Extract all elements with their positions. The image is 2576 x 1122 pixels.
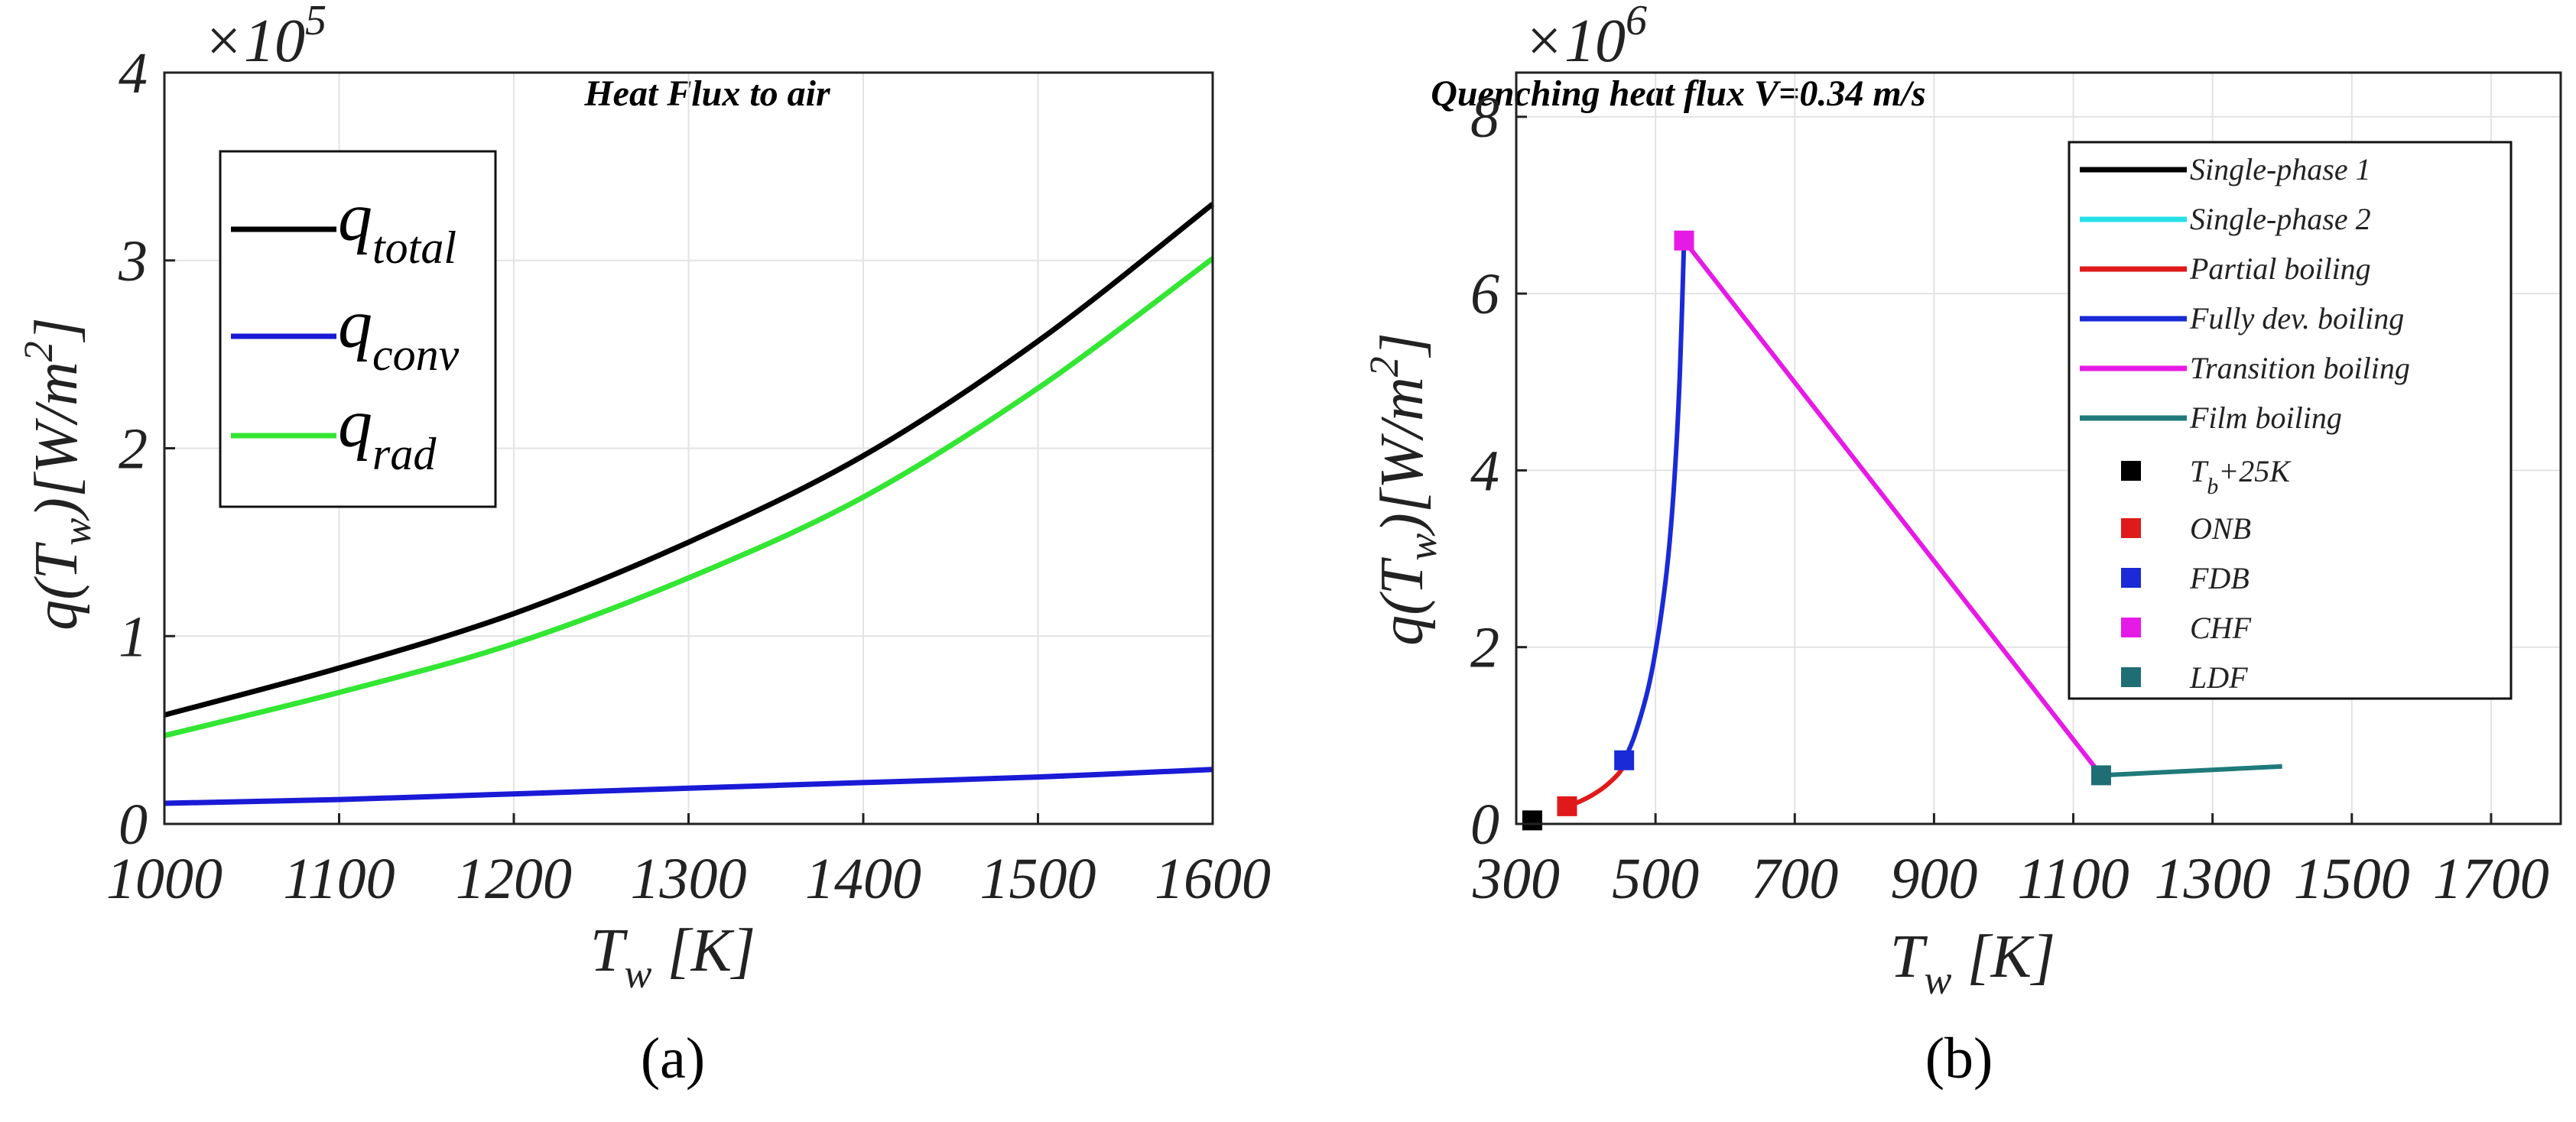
chart-b-legend-marker — [2121, 618, 2141, 637]
chart-b-frame — [1515, 71, 2562, 825]
chart-b-ytick-label: 0 — [1470, 793, 1499, 857]
chart-a-legend-base: q — [338, 386, 372, 462]
chart-b-series-fully-dev-boiling — [1622, 240, 1687, 761]
chart-b-multiplier: ×106 — [1523, 0, 1647, 75]
chart-b-legend-transition-boiling: Transition boiling — [2190, 351, 2410, 385]
chart-b-ytick-label: 8 — [1470, 86, 1499, 150]
chart-a-legend-sub: total — [372, 222, 456, 273]
chart-b-series-film-boiling — [2100, 764, 2282, 778]
chart-a-xtick-label: 1400 — [805, 847, 921, 911]
chart-b-ylabel: q(Tw)[W/m2] — [1361, 332, 1445, 646]
chart-b-legend-t-b-25k: Tb+25K — [2190, 454, 2292, 499]
chart-b-xtick-label: 500 — [1612, 847, 1699, 911]
chart-a-xtick-label: 1600 — [1155, 847, 1271, 911]
chart-b-legend-marker-tail: +25K — [2218, 454, 2292, 488]
chart-b-series-transition-boiling — [1682, 238, 2103, 777]
chart-b-xtick-label: 700 — [1751, 847, 1838, 911]
chart-a-legend-total: qtotal — [338, 180, 456, 273]
chart-b-legend: Single-phase 1 Single-phase 2 Partial boil… — [2068, 141, 2513, 700]
chart-a-legend-conv: qconv — [338, 287, 460, 380]
chart-b-xlabel: Tw [K] — [1890, 923, 2055, 1003]
chart-b-xtick-label: 1700 — [2433, 847, 2549, 911]
chart-b-legend-single-phase-2: Single-phase 2 — [2190, 202, 2371, 236]
chart-b-marker-onb — [1557, 796, 1577, 816]
chart-a-ytick-label: 1 — [119, 605, 148, 669]
chart-b-legend-marker — [2121, 667, 2141, 687]
chart-b-xtick-label: 1500 — [2294, 847, 2410, 911]
chart-a-xtick-label: 1300 — [631, 847, 747, 911]
chart-a-xtick-label: 1100 — [283, 847, 395, 911]
chart-b-xtick-label: 900 — [1890, 847, 1977, 911]
chart-a-ticks: 1000 1100 1200 1300 1400 1500 1600 0 1 2 3 4 — [106, 41, 1271, 911]
panel-a-label: (a) — [641, 1026, 705, 1091]
chart-b-xtick-label: 300 — [1472, 847, 1560, 911]
chart-b-legend-marker-sub: b — [2207, 474, 2218, 499]
chart-a-xtick-label: 1000 — [106, 847, 223, 911]
chart-a-legend-base: q — [338, 287, 372, 362]
chart-b-ytick-label: 2 — [1470, 616, 1499, 680]
chart-a-legend-sub: rad — [372, 429, 437, 479]
chart-b-ticks: 300 500 700 900 1100 1300 1500 1700 0 2 4 6 8 — [1470, 86, 2549, 911]
chart-b-legend-fully-dev-boiling: Fully dev. boiling — [2189, 301, 2404, 336]
panel-b: Quenching heat flux V=0.34 m/s ×106 q(Tw… — [1361, 0, 2562, 1003]
chart-a-xlabel: Tw [K] — [590, 917, 755, 997]
chart-b-legend-partial-boiling: Partial boiling — [2189, 251, 2371, 286]
chart-b-legend-fdb: FDB — [2189, 561, 2250, 595]
chart-a-series — [164, 202, 1215, 806]
chart-b-marker-chf — [1674, 230, 1694, 251]
chart-a-legend-sub: conv — [372, 329, 460, 380]
chart-b-legend-ldf: LDF — [2189, 660, 2248, 695]
chart-b-xtick-label: 1300 — [2155, 847, 2271, 911]
chart-a-ytick-label: 4 — [119, 41, 148, 105]
chart-b-legend-marker — [2121, 461, 2141, 481]
chart-a-series-q-total — [164, 202, 1215, 718]
chart-a-ytick-label: 3 — [118, 229, 148, 293]
chart-b-legend-film-boiling: Film boiling — [2189, 400, 2342, 435]
chart-b-legend-marker — [2121, 518, 2141, 538]
chart-a-legend-base: q — [338, 180, 372, 255]
chart-b-xtick-label: 1100 — [2017, 847, 2129, 911]
chart-b-series — [1522, 230, 2282, 831]
chart-b-ytick-label: 4 — [1470, 439, 1499, 503]
chart-a-ylabel: q(Tw)[W/m2] — [15, 317, 99, 631]
chart-b-legend-marker-base: T — [2190, 454, 2209, 488]
chart-b-marker-fdb — [1614, 750, 1635, 770]
chart-a-multiplier: ×105 — [203, 0, 326, 75]
chart-b-marker-t-b-25k — [1522, 810, 1542, 831]
panel-b-label: (b) — [1925, 1026, 1993, 1091]
chart-a-xtick-label: 1500 — [980, 847, 1096, 911]
chart-b-legend-single-phase-1: Single-phase 1 — [2190, 152, 2371, 186]
chart-a-xtick-label: 1200 — [456, 847, 572, 911]
chart-a-series-q-rad — [164, 256, 1215, 738]
chart-b-legend-onb: ONB — [2190, 511, 2251, 546]
chart-a-legend-rad: qrad — [338, 386, 437, 479]
chart-b-legend-chf: CHF — [2190, 611, 2252, 645]
chart-a-ytick-label: 0 — [119, 793, 148, 857]
chart-b-ytick-label: 6 — [1470, 262, 1499, 326]
panel-a: Heat Flux to air ×105 q(Tw)[W/m2] Tw [K]… — [15, 0, 1271, 997]
chart-b-title: Quenching heat flux V=0.34 m/s — [1431, 73, 1925, 114]
chart-b-marker-ldf — [2090, 765, 2111, 786]
chart-b-legend-marker — [2121, 568, 2141, 588]
chart-a-series-q-conv — [164, 767, 1213, 806]
chart-a-legend-box — [219, 150, 497, 508]
chart-a-title: Heat Flux to air — [583, 73, 831, 114]
chart-a-ytick-label: 2 — [119, 417, 148, 482]
